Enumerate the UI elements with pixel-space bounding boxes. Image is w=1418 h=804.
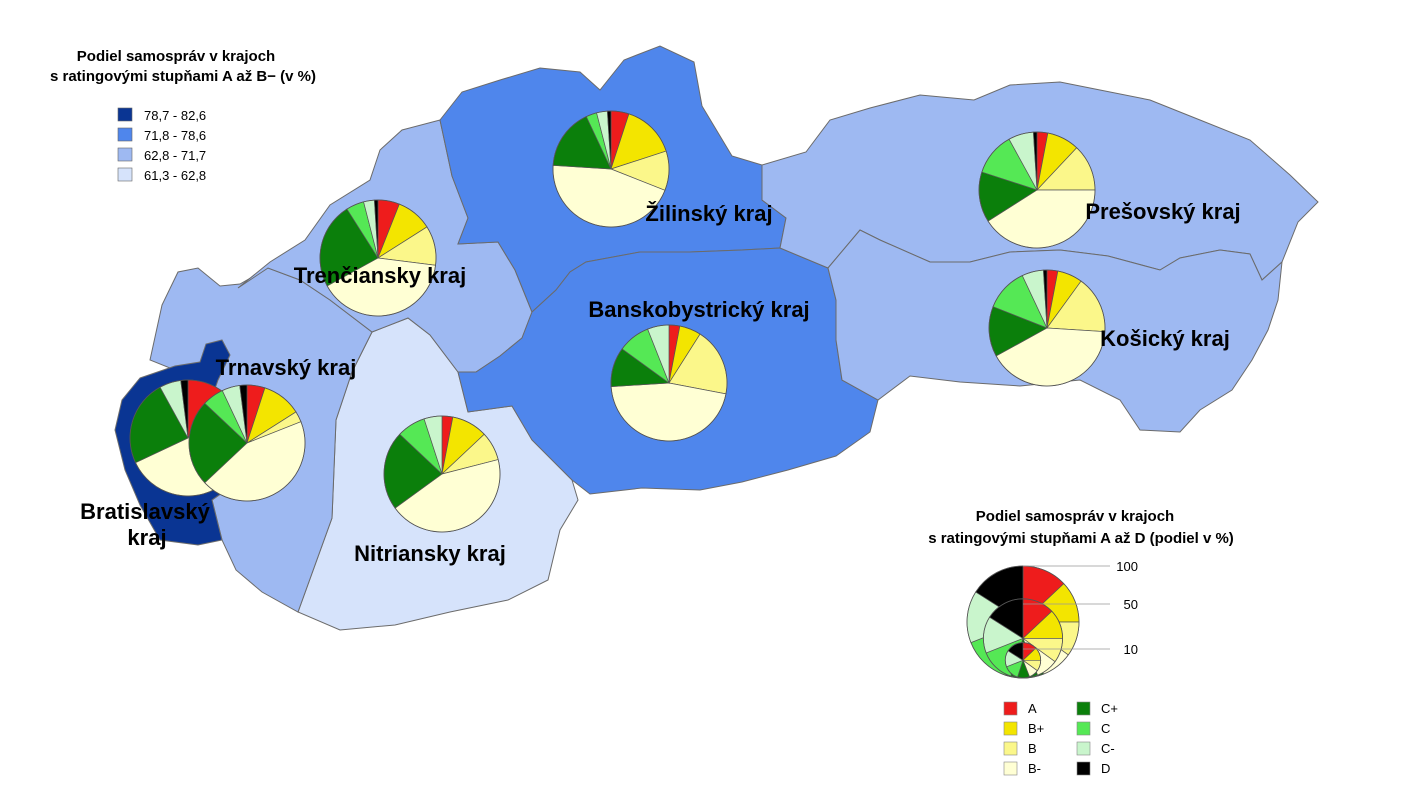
label-zilinsky: Žilinský kraj [645, 201, 772, 226]
pie-kosicky [988, 269, 1106, 387]
choropleth-legend: Podiel samospráv v krajoch s ratingovými… [50, 48, 316, 183]
pies-layer [129, 110, 1106, 533]
pie-size-scale [966, 565, 1080, 679]
pie-outline-zilinsky [552, 110, 670, 228]
category-swatch-B [1003, 741, 1018, 756]
pie-trenciansky [319, 199, 437, 317]
pie-outline-banskobystricky [610, 324, 728, 442]
pie-outline-nitriansky [383, 415, 501, 533]
pie-trnavsky [188, 384, 306, 502]
category-label-B+: B+ [1028, 721, 1044, 736]
category-label-C-: C- [1101, 741, 1115, 756]
scale-outline-10 [1004, 642, 1042, 679]
category-swatch-B- [1003, 761, 1018, 776]
category-label-D: D [1101, 761, 1110, 776]
category-swatch-A [1003, 701, 1018, 716]
category-legend: A B+ B B- C+ C C- D [1003, 701, 1118, 776]
category-label-B-: B- [1028, 761, 1041, 776]
pie-outline-trenciansky [319, 199, 437, 317]
scale-pie-10 [1004, 642, 1042, 679]
pie-outline-presovsky [978, 131, 1096, 249]
choropleth-class-label-2: 62,8 - 71,7 [144, 148, 206, 163]
choropleth-legend-classes: 78,7 - 82,6 71,8 - 78,6 62,8 - 71,7 61,3 - … [117, 107, 206, 183]
choropleth-swatch-2 [117, 147, 133, 162]
scale-label-10: 10 [1124, 642, 1138, 657]
pie-presovsky [978, 131, 1096, 249]
category-swatch-C [1076, 721, 1091, 736]
pie-legend: Podiel samospráv v krajoch s ratingovými… [928, 508, 1234, 776]
pie-banskobystricky [610, 324, 728, 442]
pie-scale-lines [1023, 565, 1110, 650]
choropleth-swatch-0 [117, 107, 133, 122]
choropleth-class-label-1: 71,8 - 78,6 [144, 128, 206, 143]
pie-outline-trnavsky [188, 384, 306, 502]
scale-label-50: 50 [1124, 597, 1138, 612]
choropleth-swatch-1 [117, 127, 133, 142]
category-label-C+: C+ [1101, 701, 1118, 716]
scale-label-100: 100 [1116, 559, 1138, 574]
pie-nitriansky [383, 415, 501, 533]
choropleth-class-label-0: 78,7 - 82,6 [144, 108, 206, 123]
category-swatch-C+ [1076, 701, 1091, 716]
region-labels: Bratislavský kraj Trnavský kraj Trenčian… [80, 199, 1241, 566]
choropleth-swatch-3 [117, 167, 133, 182]
choropleth-legend-title-line1: Podiel samospráv v krajoch [77, 48, 275, 65]
category-label-B: B [1028, 741, 1037, 756]
label-bratislavsky-line2: kraj [127, 525, 166, 550]
choropleth-class-label-3: 61,3 - 62,8 [144, 168, 206, 183]
category-label-C: C [1101, 721, 1110, 736]
label-kosicky: Košický kraj [1100, 326, 1230, 351]
pie-legend-title-line2: s ratingovými stupňami A až D (podiel v … [928, 530, 1234, 547]
pie-zilinsky [552, 110, 670, 228]
label-trenciansky: Trenčiansky kraj [294, 263, 466, 288]
category-swatch-B+ [1003, 721, 1018, 736]
category-swatch-D [1076, 761, 1091, 776]
category-label-A: A [1028, 701, 1037, 716]
label-nitriansky: Nitriansky kraj [354, 541, 506, 566]
label-presovsky: Prešovský kraj [1085, 199, 1240, 224]
pie-legend-title-line1: Podiel samospráv v krajoch [976, 508, 1174, 525]
label-bratislavsky-line1: Bratislavský [80, 499, 210, 524]
choropleth-legend-title-line2: s ratingovými stupňami A až B− (v %) [50, 68, 316, 85]
label-trnavsky: Trnavský kraj [216, 355, 357, 380]
category-swatch-C- [1076, 741, 1091, 756]
pie-outline-kosicky [988, 269, 1106, 387]
label-banskobystricky: Banskobystrický kraj [588, 297, 809, 322]
